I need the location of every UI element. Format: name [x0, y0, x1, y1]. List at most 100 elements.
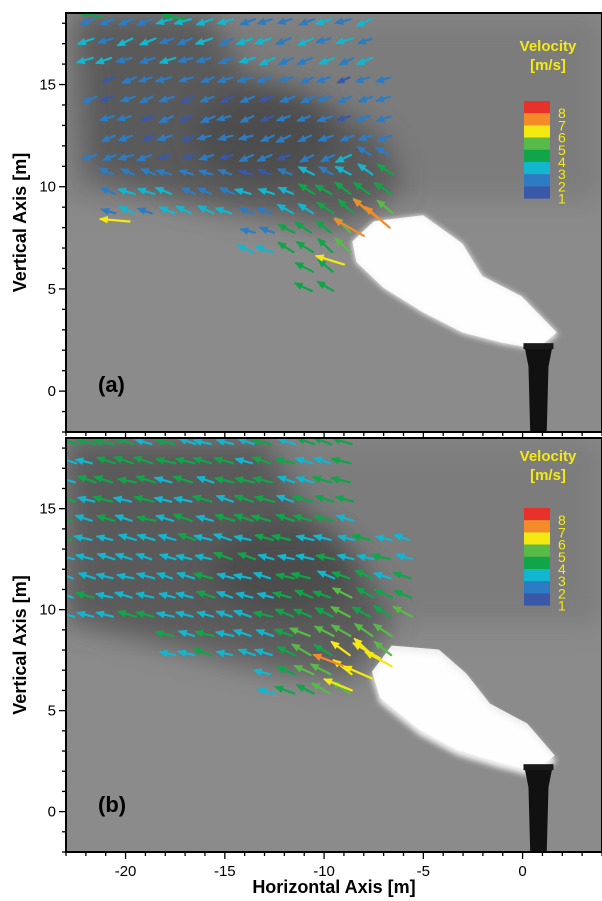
velocity-vector — [276, 168, 293, 176]
legend-swatch — [524, 508, 550, 521]
velocity-vector — [191, 494, 213, 503]
velocity-vector — [372, 605, 392, 618]
velocity-vector — [294, 221, 313, 234]
legend-label: 2 — [558, 585, 566, 601]
velocity-vector — [375, 115, 392, 123]
velocity-vector — [177, 629, 196, 638]
velocity-vector — [376, 199, 395, 215]
velocity-vector — [138, 37, 157, 46]
x-tick-label: 0 — [518, 863, 526, 880]
velocity-vector — [330, 571, 351, 580]
velocity-vector — [374, 146, 391, 157]
velocity-vector — [297, 183, 316, 195]
legend-swatch — [524, 569, 550, 582]
velocity-vector — [136, 187, 156, 195]
velocity-vector — [99, 95, 115, 102]
velocity-vector — [154, 629, 175, 638]
velocity-vector — [238, 153, 255, 163]
velocity-vector — [93, 438, 115, 446]
velocity-vector — [174, 553, 193, 562]
legend-label: 1 — [558, 191, 566, 207]
velocity-vector — [334, 181, 352, 195]
velocity-vector — [177, 438, 197, 446]
y-axis-title: Vertical Axis [m] — [10, 575, 30, 714]
velocity-vector — [134, 610, 155, 618]
velocity-vector — [157, 153, 172, 161]
velocity-vector — [215, 591, 234, 599]
velocity-vector — [235, 37, 254, 46]
velocity-vector — [297, 203, 315, 215]
velocity-vector — [250, 438, 272, 446]
velocity-vector — [237, 648, 256, 657]
velocity-vector — [257, 187, 276, 196]
velocity-vector — [95, 534, 114, 542]
velocity-vector — [232, 629, 252, 638]
velocity-vector — [98, 18, 115, 26]
velocity-vector — [370, 552, 392, 561]
velocity-vector — [355, 18, 373, 27]
velocity-vector — [312, 533, 332, 542]
velocity-vector — [334, 495, 355, 503]
velocity-vector — [116, 610, 138, 618]
velocity-vector — [215, 610, 233, 618]
legend-swatch — [524, 532, 550, 545]
velocity-vector — [239, 227, 257, 235]
velocity-vector — [395, 553, 413, 561]
velocity-vector — [198, 153, 215, 161]
velocity-vector — [277, 75, 294, 83]
velocity-vector — [177, 56, 194, 64]
velocity-vector — [311, 475, 333, 484]
velocity-vector — [357, 134, 374, 142]
velocity-vector-key — [161, 13, 187, 21]
velocity-vector — [192, 438, 212, 446]
velocity-vector — [276, 153, 292, 161]
velocity-vector — [253, 495, 276, 503]
legend-swatch — [524, 581, 550, 594]
velocity-vector — [66, 593, 74, 599]
legend-title: Velocity — [520, 38, 577, 55]
velocity-vector — [154, 514, 175, 522]
velocity-vector — [257, 553, 275, 561]
panel-label: (b) — [98, 792, 126, 817]
velocity-vector — [277, 223, 296, 234]
chimney-rim — [523, 343, 554, 350]
velocity-vector — [237, 169, 253, 176]
velocity-vector — [315, 220, 333, 234]
velocity-vector — [336, 76, 351, 84]
y-tick-label: 15 — [39, 77, 56, 94]
velocity-vector — [318, 166, 334, 176]
velocity-vector — [212, 551, 233, 561]
velocity-vector — [75, 56, 94, 65]
velocity-vector — [197, 169, 214, 177]
legend-units: [m/s] — [530, 57, 566, 74]
velocity-vector — [372, 571, 392, 580]
velocity-vector — [95, 572, 114, 580]
y-tick-label: 5 — [48, 281, 56, 298]
velocity-vector — [233, 534, 252, 542]
velocity-vector — [156, 134, 173, 142]
velocity-vector — [337, 198, 355, 215]
velocity-vector — [312, 590, 332, 599]
velocity-vector — [258, 95, 273, 103]
velocity-vector — [294, 553, 315, 561]
velocity-vector — [114, 552, 133, 561]
velocity-vector — [238, 56, 256, 64]
velocity-vector — [96, 36, 114, 45]
velocity-vector — [115, 56, 133, 64]
velocity-vector — [154, 75, 172, 84]
velocity-vector — [356, 553, 375, 561]
velocity-vector — [98, 167, 114, 176]
velocity-vector — [101, 76, 116, 83]
y-tick-label: 10 — [39, 179, 56, 196]
velocity-vector — [119, 95, 136, 103]
velocity-vector — [195, 590, 216, 599]
velocity-vector — [176, 37, 193, 46]
velocity-vector — [136, 207, 153, 215]
velocity-vector — [215, 494, 234, 503]
velocity-vector — [81, 153, 98, 161]
velocity-vector — [334, 37, 354, 45]
velocity-vector — [270, 533, 292, 542]
velocity-vector — [94, 56, 113, 65]
velocity-vector — [256, 687, 276, 695]
